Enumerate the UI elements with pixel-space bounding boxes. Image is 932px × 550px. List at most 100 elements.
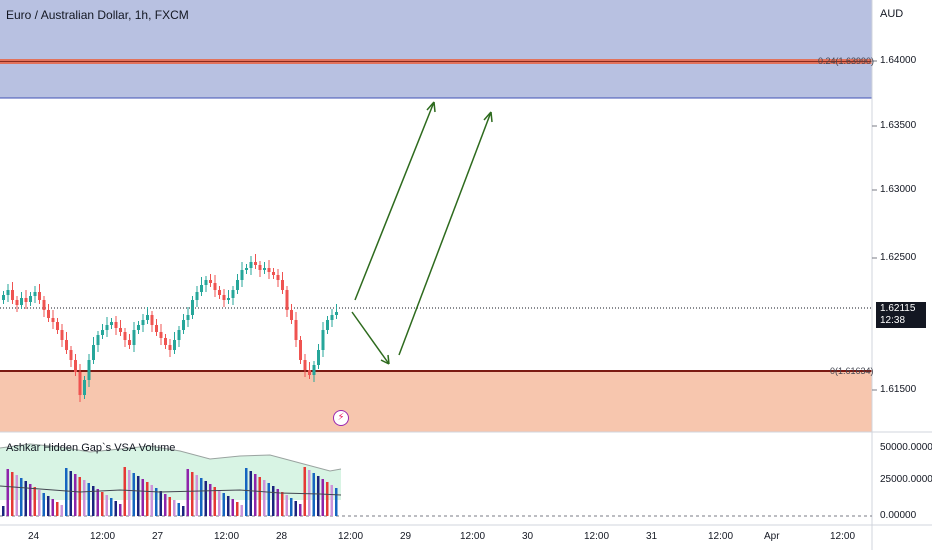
volume-bar bbox=[119, 504, 122, 516]
volume-bar bbox=[101, 492, 104, 516]
volume-bar bbox=[132, 473, 135, 516]
candle-body bbox=[299, 340, 302, 360]
candle-body bbox=[87, 360, 91, 380]
time-tick: 12:00 bbox=[338, 531, 364, 542]
volume-bar bbox=[249, 471, 252, 516]
volume-bar bbox=[87, 483, 90, 516]
volume-bar bbox=[272, 486, 275, 516]
candle-body bbox=[24, 298, 28, 302]
volume-bar bbox=[195, 475, 198, 516]
volume-bar bbox=[11, 472, 14, 516]
candle-body bbox=[245, 268, 248, 270]
candle-body bbox=[285, 290, 289, 310]
volume-bar bbox=[330, 485, 333, 516]
volume-bar bbox=[321, 479, 324, 516]
candle-body bbox=[249, 262, 253, 268]
lightning-icon[interactable]: ⚡ bbox=[333, 410, 349, 426]
volume-bar bbox=[33, 487, 36, 516]
time-tick: 30 bbox=[522, 531, 534, 542]
candle-body bbox=[47, 310, 50, 318]
candle-body bbox=[33, 292, 37, 296]
volume-bar bbox=[326, 482, 329, 516]
candle-body bbox=[132, 330, 136, 345]
candle-body bbox=[231, 290, 235, 298]
candle-body bbox=[267, 268, 271, 272]
volume-bar bbox=[173, 500, 176, 516]
candle-body bbox=[60, 330, 64, 340]
volume-tick: 25000.00000 bbox=[880, 474, 932, 485]
volume-bar bbox=[177, 503, 180, 516]
candle-body bbox=[312, 365, 316, 375]
bar-countdown: 12:38 bbox=[880, 315, 906, 326]
candle-body bbox=[168, 345, 172, 350]
volume-bar bbox=[290, 498, 293, 516]
candle-body bbox=[78, 372, 82, 395]
volume-bar bbox=[128, 470, 131, 516]
volume-tick: 50000.00000 bbox=[880, 442, 932, 453]
candle-body bbox=[204, 280, 208, 285]
volume-bar bbox=[74, 474, 77, 516]
candle-body bbox=[65, 340, 68, 350]
volume-bar bbox=[38, 490, 41, 516]
fib-lower-label: 0(1.61634) bbox=[830, 366, 874, 376]
volume-bar bbox=[141, 479, 144, 516]
volume-bar bbox=[60, 505, 63, 516]
candle-body bbox=[51, 318, 55, 322]
candle-body bbox=[294, 320, 298, 340]
volume-bar bbox=[96, 489, 99, 516]
volume-bar bbox=[146, 482, 149, 516]
candle-body bbox=[105, 325, 109, 330]
candle-body bbox=[128, 340, 131, 345]
candle-body bbox=[209, 280, 212, 283]
candlestick-series bbox=[2, 254, 338, 402]
candle-body bbox=[330, 315, 334, 320]
volume-bar bbox=[191, 472, 194, 516]
volume-bar bbox=[204, 481, 207, 516]
candle-body bbox=[2, 295, 5, 300]
volume-bar bbox=[240, 505, 243, 516]
candle-body bbox=[83, 380, 86, 395]
volume-bar bbox=[263, 480, 266, 516]
candle-body bbox=[303, 360, 307, 370]
indicator-title[interactable]: Ashkar Hidden Gap`s VSA Volume bbox=[6, 442, 176, 454]
candle-body bbox=[335, 312, 338, 315]
candle-body bbox=[164, 338, 167, 345]
candle-body bbox=[173, 340, 176, 350]
volume-bar bbox=[159, 491, 162, 516]
candle-body bbox=[56, 322, 59, 330]
time-tick: 24 bbox=[28, 531, 40, 542]
currency-label: AUD bbox=[880, 8, 904, 20]
candle-body bbox=[141, 320, 145, 325]
volume-bar bbox=[164, 494, 167, 516]
time-tick: 12:00 bbox=[830, 531, 856, 542]
symbol-title[interactable]: Euro / Australian Dollar, 1h, FXCM bbox=[6, 8, 189, 22]
volume-bar bbox=[123, 467, 126, 516]
volume-bar bbox=[15, 475, 18, 516]
time-tick: 12:00 bbox=[214, 531, 240, 542]
volume-bar bbox=[267, 483, 270, 516]
candle-body bbox=[240, 270, 244, 280]
candle-body bbox=[276, 275, 280, 280]
candle-body bbox=[42, 300, 46, 310]
fib-upper-label: 0.24(1.63990) bbox=[818, 56, 875, 66]
volume-bar bbox=[47, 496, 50, 516]
candle-body bbox=[254, 262, 257, 265]
candle-body bbox=[159, 332, 163, 338]
volume-tick: 0.00000 bbox=[880, 510, 917, 521]
candle-body bbox=[182, 320, 185, 330]
volume-bar bbox=[20, 478, 23, 516]
volume-bar bbox=[29, 484, 32, 516]
volume-bar bbox=[254, 474, 257, 516]
volume-bar bbox=[150, 485, 153, 516]
candle-body bbox=[227, 298, 230, 300]
time-tick: 12:00 bbox=[708, 531, 734, 542]
projection-arrows bbox=[351, 101, 493, 365]
candle-body bbox=[222, 295, 226, 300]
time-tick: 29 bbox=[400, 531, 412, 542]
volume-bar bbox=[312, 473, 315, 516]
volume-bar bbox=[56, 502, 59, 516]
volume-bar bbox=[2, 506, 5, 516]
volume-bar bbox=[209, 484, 212, 516]
price-tick: 1.64000 bbox=[880, 55, 917, 66]
